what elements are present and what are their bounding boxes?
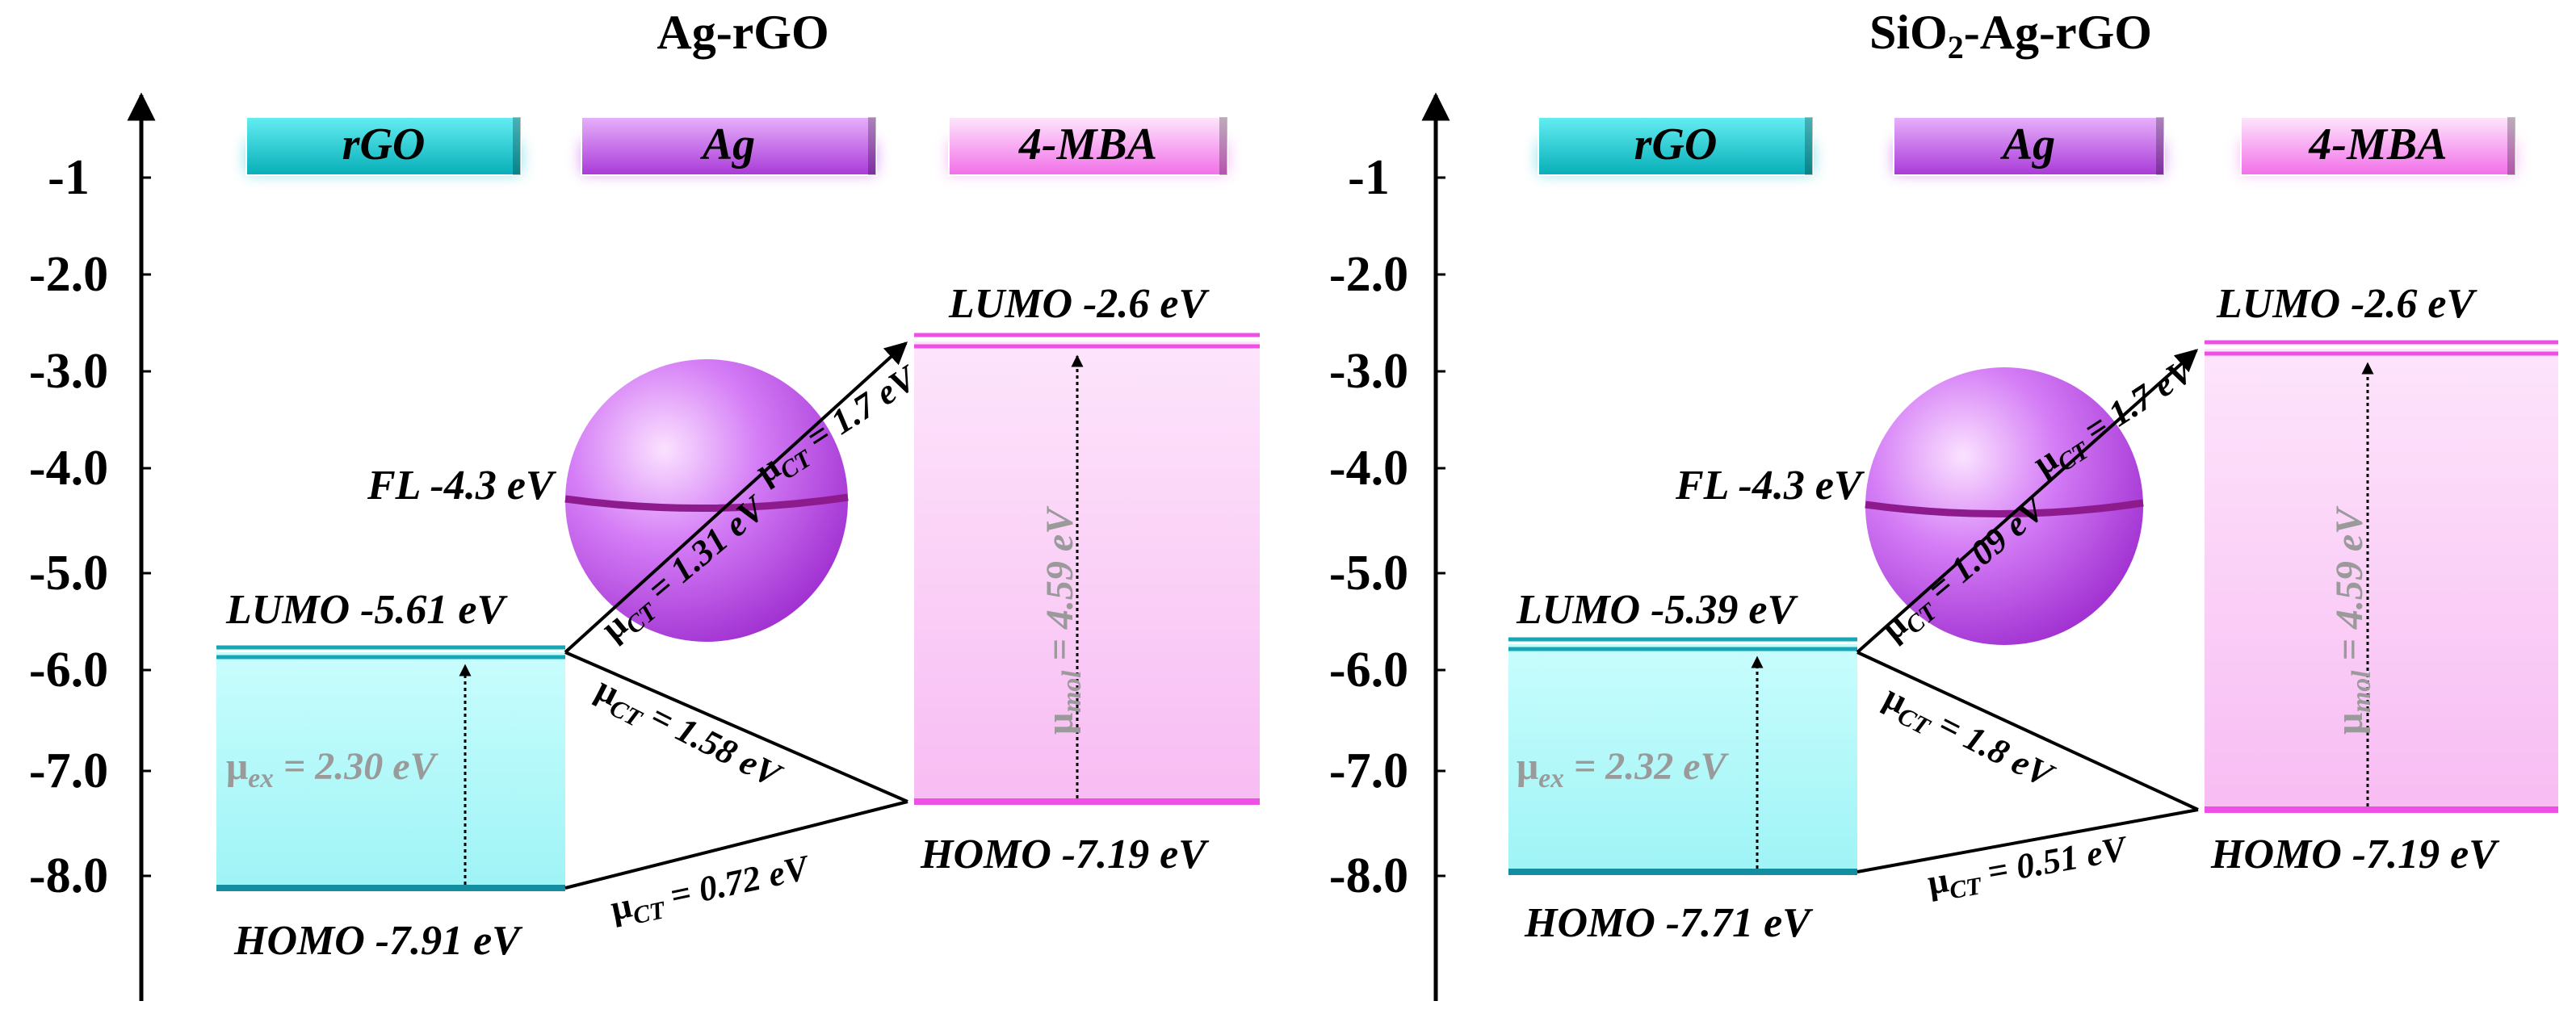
rgo-lumo-label: LUMO -5.39 eV [1516, 587, 1799, 633]
tick-label: -7.0 [29, 743, 108, 798]
mba-gap-label: μmol = 4.59 eV [1038, 505, 1087, 735]
ag-label: Ag [700, 119, 755, 170]
tick-label: -6.0 [29, 643, 108, 697]
panel-title: SiO2-Ag-rGO [1869, 6, 2152, 65]
tick-label: -3.0 [29, 344, 108, 399]
tick-label: -6.0 [1329, 643, 1408, 697]
tick-label: -7.0 [1329, 743, 1408, 798]
ct-label-rgo-homo-to-mba-homo: μCT = 0.72 eV [607, 847, 816, 933]
ct-arrow-to-mba-lumo [1856, 349, 2199, 654]
label-bevel [1805, 117, 1813, 175]
label-bevel [2507, 117, 2515, 175]
panel-ag-rgo: Ag-rGO -1 -2.0 -3.0 -4.0 -5.0 -6.0 -7.0 -8.0 rGO A… [29, 6, 1260, 1001]
ct-line-to-mba-homo [564, 651, 908, 803]
ct-arrow-to-mba-lumo [564, 341, 908, 654]
label-bevel [2156, 117, 2164, 175]
tick-label: -4.0 [29, 441, 108, 496]
mba-band-box [914, 341, 1260, 802]
ag-nanoparticle [1865, 367, 2143, 645]
tick-label: -8.0 [1329, 848, 1408, 903]
ag-fermi-level-line [564, 493, 849, 513]
ag-label-box [581, 116, 877, 176]
tick-label: -5.0 [1329, 546, 1408, 601]
rgo-label-box [245, 116, 522, 176]
tick-label: -5.0 [29, 546, 108, 601]
rgo-label: rGO [1634, 119, 1718, 170]
rgo-gap-label: μex = 2.30 eV [226, 745, 439, 794]
tick-label: -1 [48, 150, 90, 205]
label-bevel [868, 117, 876, 175]
tick-label: -1 [1348, 150, 1390, 205]
ag-label: Ag [2000, 119, 2055, 170]
ag-fermi-level-line [1865, 499, 2144, 518]
rgo-band-box [216, 652, 565, 888]
fermi-level-label: FL -4.3 eV [367, 463, 557, 509]
mba-lumo-label: LUMO -2.6 eV [948, 281, 1210, 327]
ag-nanoparticle [565, 359, 848, 642]
mba-label-box [948, 116, 1228, 176]
rgo-label: rGO [342, 119, 426, 170]
ct-line-rgo-homo-to-mba-homo [1856, 808, 2199, 873]
mba-label-box [2240, 116, 2516, 176]
panel-sio2-ag-rgo: SiO2-Ag-rGO -1 -2.0 -3.0 -4.0 -5.0 -6.0 -7.0 -8.… [1329, 6, 2558, 1001]
label-bevel [1219, 117, 1227, 175]
ag-label-box [1893, 116, 2165, 176]
tick-label: -2.0 [1329, 247, 1408, 302]
tick-label: -4.0 [1329, 441, 1408, 496]
panel-title: Ag-rGO [657, 6, 829, 59]
rgo-label-box [1538, 116, 1814, 176]
rgo-gap-label: μex = 2.32 eV [1517, 745, 1730, 794]
mba-gap-label: μmol = 4.59 eV [2328, 505, 2377, 735]
ct-line-to-mba-homo [1856, 651, 2199, 811]
fermi-level-label: FL -4.3 eV [1675, 463, 1865, 509]
mba-homo-label: HOMO -7.19 eV [920, 831, 1210, 877]
tick-label: -3.0 [1329, 344, 1408, 399]
ct-label-rgo-lumo-to-mba-homo: μCT = 1.8 eV [1875, 676, 2061, 801]
label-bevel [513, 117, 521, 175]
rgo-band-box [1508, 644, 1857, 872]
ct-line-rgo-homo-to-mba-homo [564, 800, 908, 890]
mba-label: 4-MBA [2308, 119, 2447, 170]
mba-band-box [2205, 349, 2558, 810]
mba-homo-label: HOMO -7.19 eV [2210, 831, 2500, 877]
tick-label: -8.0 [29, 848, 108, 903]
rgo-lumo-label: LUMO -5.61 eV [225, 587, 509, 633]
tick-label: -2.0 [29, 247, 108, 302]
ct-label-rgo-lumo-to-mba-homo: μCT = 1.58 eV [587, 668, 789, 801]
rgo-homo-label: HOMO -7.91 eV [233, 918, 523, 964]
rgo-homo-label: HOMO -7.71 eV [1524, 900, 1814, 946]
mba-lumo-label: LUMO -2.6 eV [2216, 281, 2478, 327]
mba-label: 4-MBA [1018, 119, 1157, 170]
